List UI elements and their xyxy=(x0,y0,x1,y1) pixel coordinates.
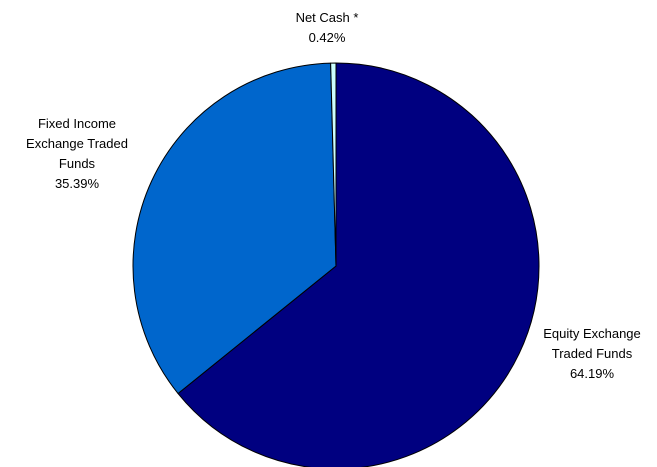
slice-label-line: Fixed Income xyxy=(38,116,116,131)
pie-slices xyxy=(132,62,540,467)
slice-percent: 64.19% xyxy=(570,366,615,381)
slice-label-1: Equity Exchange Traded Funds 64.19% xyxy=(543,326,641,381)
pie-slice-3 xyxy=(330,62,337,267)
slice-label-line: Traded Funds xyxy=(552,346,633,361)
slice-label-line: Net Cash * xyxy=(296,10,359,25)
slice-label-line: Exchange Traded xyxy=(26,136,128,151)
slice-percent: 0.42% xyxy=(309,30,346,45)
slice-labels: Equity Exchange Traded Funds 64.19% Fixed I… xyxy=(26,10,641,381)
slice-label-2: Fixed Income Exchange Traded Funds 35.39% xyxy=(26,116,128,191)
slice-label-line: Equity Exchange xyxy=(543,326,641,341)
slice-percent: 35.39% xyxy=(55,176,100,191)
pie-slice-2 xyxy=(132,62,337,395)
pie-slice-1 xyxy=(177,62,540,467)
slice-label-line: Funds xyxy=(59,156,96,171)
slice-label-3: Net Cash * 0.42% xyxy=(296,10,359,45)
